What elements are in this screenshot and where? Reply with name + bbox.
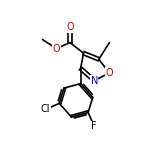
Text: Cl: Cl bbox=[41, 104, 50, 114]
Text: O: O bbox=[106, 68, 113, 78]
Text: O: O bbox=[66, 22, 74, 32]
Text: F: F bbox=[91, 121, 97, 131]
Text: N: N bbox=[91, 76, 98, 86]
Text: O: O bbox=[52, 44, 60, 54]
